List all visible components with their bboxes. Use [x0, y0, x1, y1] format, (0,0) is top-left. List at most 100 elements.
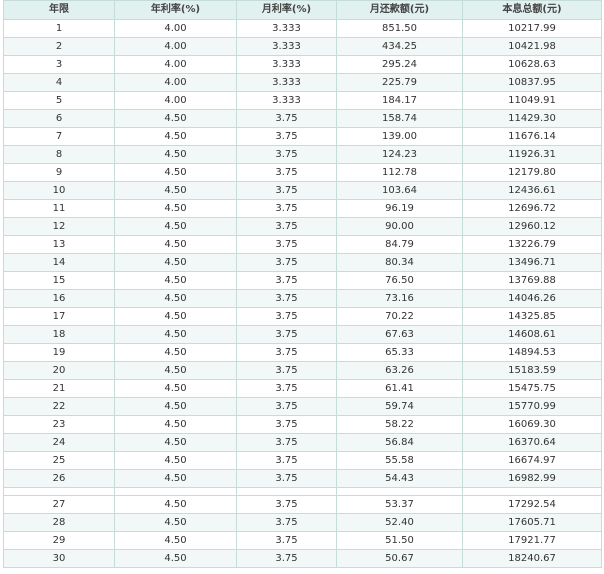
table-row: 18 4.50 3.75 67.63 14608.61 — [3, 325, 602, 344]
cell-monthly-rate: 3.75 — [236, 433, 337, 452]
cell-monthly-rate: 3.75 — [236, 343, 337, 362]
cell-annual-rate: 4.50 — [114, 253, 237, 272]
table-body: 1 4.00 3.333 851.50 10217.99 2 4.00 3.333 434.25… — [3, 19, 602, 568]
cell-monthly-payment: 59.74 — [336, 397, 463, 416]
table-row: 20 4.50 3.75 63.26 15183.59 — [3, 361, 602, 380]
cell-monthly-rate: 3.75 — [236, 253, 337, 272]
cell-monthly-rate: 3.333 — [236, 73, 337, 92]
cell-monthly-payment: 73.16 — [336, 289, 463, 308]
table-row: 30 4.50 3.75 50.67 18240.67 — [3, 549, 602, 568]
cell-years: 24 — [3, 433, 115, 452]
cell-monthly-rate: 3.75 — [236, 217, 337, 236]
header-monthly-rate: 月利率(%) — [236, 0, 337, 20]
cell-annual-rate: 4.50 — [114, 343, 237, 362]
cell-years: 23 — [3, 415, 115, 434]
cell-total-amount: 10628.63 — [462, 55, 602, 74]
table-row: 22 4.50 3.75 59.74 15770.99 — [3, 397, 602, 416]
table-header: 年限 年利率(%) 月利率(%) 月还款额(元) 本息总额(元) — [3, 0, 602, 20]
cell-annual-rate: 4.50 — [114, 199, 237, 218]
cell-total-amount: 16674.97 — [462, 451, 602, 470]
cell-total-amount: 17292.54 — [462, 495, 602, 514]
cell-years: 26 — [3, 469, 115, 488]
cell-annual-rate: 4.50 — [114, 325, 237, 344]
cell-monthly-rate: 3.333 — [236, 37, 337, 56]
cell-monthly-payment: 184.17 — [336, 91, 463, 110]
gap-cell — [114, 487, 237, 496]
header-monthly-payment: 月还款额(元) — [336, 0, 463, 20]
cell-monthly-rate: 3.75 — [236, 163, 337, 182]
cell-total-amount: 16370.64 — [462, 433, 602, 452]
cell-monthly-rate: 3.75 — [236, 271, 337, 290]
cell-monthly-rate: 3.75 — [236, 451, 337, 470]
cell-total-amount: 12436.61 — [462, 181, 602, 200]
cell-monthly-rate: 3.75 — [236, 235, 337, 254]
table-row: 8 4.50 3.75 124.23 11926.31 — [3, 145, 602, 164]
cell-annual-rate: 4.00 — [114, 73, 237, 92]
cell-annual-rate: 4.50 — [114, 513, 237, 532]
cell-annual-rate: 4.50 — [114, 361, 237, 380]
table-row: 24 4.50 3.75 56.84 16370.64 — [3, 433, 602, 452]
cell-total-amount: 12179.80 — [462, 163, 602, 182]
cell-years: 2 — [3, 37, 115, 56]
cell-monthly-payment: 51.50 — [336, 531, 463, 550]
cell-monthly-rate: 3.75 — [236, 181, 337, 200]
header-years: 年限 — [3, 0, 115, 20]
cell-monthly-rate: 3.75 — [236, 397, 337, 416]
cell-total-amount: 17921.77 — [462, 531, 602, 550]
table-row: 9 4.50 3.75 112.78 12179.80 — [3, 163, 602, 182]
cell-years: 20 — [3, 361, 115, 380]
cell-years: 5 — [3, 91, 115, 110]
cell-monthly-payment: 70.22 — [336, 307, 463, 326]
table-row: 1 4.00 3.333 851.50 10217.99 — [3, 19, 602, 38]
cell-years: 13 — [3, 235, 115, 254]
cell-years: 29 — [3, 531, 115, 550]
cell-total-amount: 10421.98 — [462, 37, 602, 56]
cell-monthly-payment: 139.00 — [336, 127, 463, 146]
cell-years: 8 — [3, 145, 115, 164]
cell-years: 4 — [3, 73, 115, 92]
cell-annual-rate: 4.50 — [114, 469, 237, 488]
cell-monthly-rate: 3.75 — [236, 495, 337, 514]
cell-total-amount: 14608.61 — [462, 325, 602, 344]
cell-monthly-rate: 3.75 — [236, 379, 337, 398]
cell-monthly-payment: 158.74 — [336, 109, 463, 128]
cell-years: 3 — [3, 55, 115, 74]
table-row: 10 4.50 3.75 103.64 12436.61 — [3, 181, 602, 200]
cell-monthly-payment: 50.67 — [336, 549, 463, 568]
cell-monthly-rate: 3.333 — [236, 19, 337, 38]
header-annual-rate: 年利率(%) — [114, 0, 237, 20]
table-row: 21 4.50 3.75 61.41 15475.75 — [3, 379, 602, 398]
cell-years: 28 — [3, 513, 115, 532]
cell-monthly-rate: 3.75 — [236, 469, 337, 488]
table-row: 15 4.50 3.75 76.50 13769.88 — [3, 271, 602, 290]
cell-monthly-payment: 434.25 — [336, 37, 463, 56]
cell-annual-rate: 4.50 — [114, 271, 237, 290]
cell-monthly-rate: 3.75 — [236, 199, 337, 218]
header-row: 年限 年利率(%) 月利率(%) 月还款额(元) 本息总额(元) — [3, 0, 602, 20]
cell-years: 22 — [3, 397, 115, 416]
cell-annual-rate: 4.50 — [114, 163, 237, 182]
cell-years: 30 — [3, 549, 115, 568]
cell-monthly-payment: 55.58 — [336, 451, 463, 470]
cell-total-amount: 15475.75 — [462, 379, 602, 398]
cell-annual-rate: 4.50 — [114, 181, 237, 200]
cell-years: 7 — [3, 127, 115, 146]
cell-monthly-payment: 61.41 — [336, 379, 463, 398]
cell-total-amount: 11429.30 — [462, 109, 602, 128]
table-row: 16 4.50 3.75 73.16 14046.26 — [3, 289, 602, 308]
cell-total-amount: 12696.72 — [462, 199, 602, 218]
cell-annual-rate: 4.50 — [114, 495, 237, 514]
cell-monthly-payment: 96.19 — [336, 199, 463, 218]
cell-total-amount: 13226.79 — [462, 235, 602, 254]
cell-monthly-payment: 84.79 — [336, 235, 463, 254]
cell-years: 21 — [3, 379, 115, 398]
cell-total-amount: 11926.31 — [462, 145, 602, 164]
cell-monthly-payment: 124.23 — [336, 145, 463, 164]
cell-monthly-payment: 225.79 — [336, 73, 463, 92]
cell-annual-rate: 4.50 — [114, 397, 237, 416]
cell-total-amount: 11049.91 — [462, 91, 602, 110]
table-row: 23 4.50 3.75 58.22 16069.30 — [3, 415, 602, 434]
cell-total-amount: 10217.99 — [462, 19, 602, 38]
cell-monthly-payment: 56.84 — [336, 433, 463, 452]
header-total-amount: 本息总额(元) — [462, 0, 602, 20]
